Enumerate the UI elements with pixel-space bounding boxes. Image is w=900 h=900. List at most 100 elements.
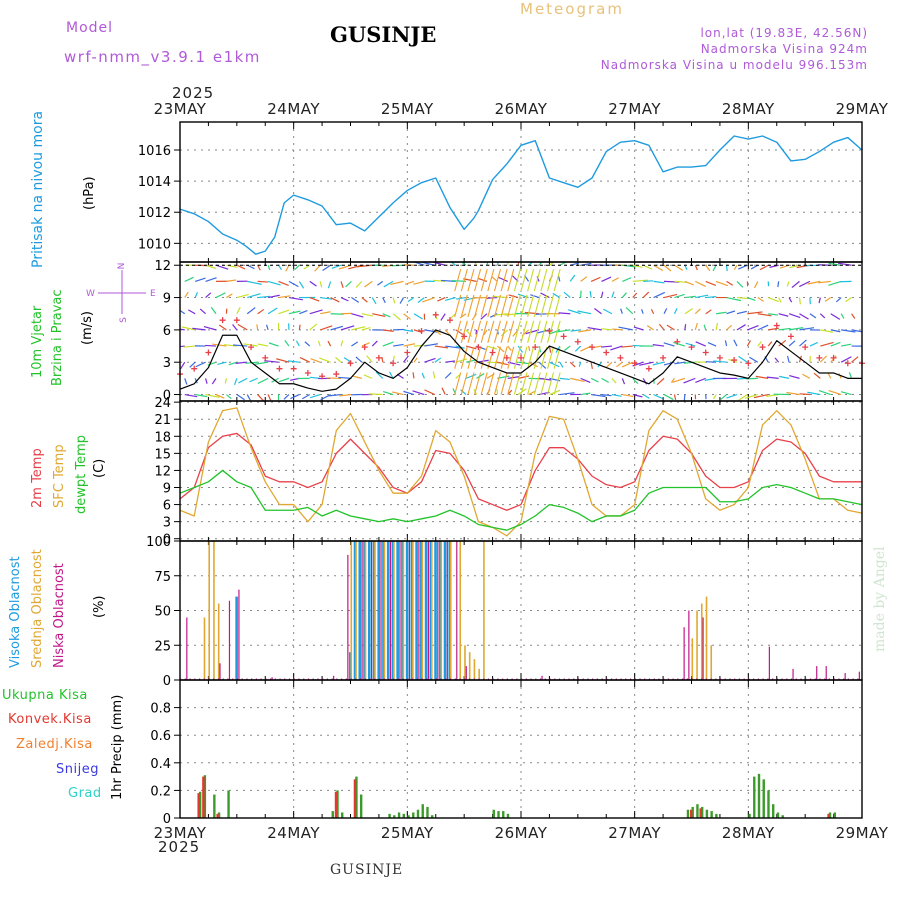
total-precip-bar xyxy=(217,812,221,818)
wind-barb xyxy=(672,377,686,383)
wind-barb xyxy=(798,297,801,305)
cloud-baseline-tick xyxy=(341,678,343,680)
wind-barb xyxy=(424,357,436,363)
gust-marker xyxy=(802,344,809,351)
gust-marker xyxy=(390,360,397,367)
total-precip-bar xyxy=(700,806,704,818)
cloud-baseline-tick xyxy=(748,678,750,680)
wind-barb-strong xyxy=(507,320,515,343)
cloud-baseline-tick xyxy=(705,678,707,680)
wind-barb xyxy=(807,280,821,285)
cloud-baseline-tick xyxy=(781,678,783,680)
wind-barb xyxy=(694,264,698,271)
cloud-baseline-tick xyxy=(473,678,475,680)
wind-barb xyxy=(256,324,259,330)
low-cloud-bar xyxy=(858,671,860,680)
compass-w: W xyxy=(86,289,95,299)
cloud-baseline-tick xyxy=(203,678,205,680)
cloud-baseline-tick xyxy=(686,678,688,680)
wind-barb xyxy=(578,362,582,367)
wind-barb xyxy=(695,341,706,347)
wind-barb xyxy=(497,276,508,282)
wind-barb-strong xyxy=(487,372,495,395)
wind-barb-strong xyxy=(480,372,488,395)
cloud-baseline-tick xyxy=(303,678,305,680)
y-tick-label: 1016 xyxy=(138,144,171,159)
cloud-baseline-tick xyxy=(246,678,248,680)
wind-barb xyxy=(625,307,634,315)
wind-barb xyxy=(715,280,729,287)
high-cloud-bar xyxy=(443,541,447,680)
wind-barb xyxy=(267,307,278,315)
wind-barb-strong xyxy=(500,268,508,292)
wind-barb xyxy=(568,309,581,315)
cloud-baseline-tick xyxy=(269,678,272,680)
wind-barb xyxy=(403,390,415,396)
wind-barb xyxy=(224,378,227,384)
wind-barb xyxy=(314,264,321,272)
wind-barb xyxy=(786,355,790,363)
wind-barb xyxy=(549,329,561,335)
low-cloud-bar xyxy=(271,677,273,680)
convective-precip-bar xyxy=(690,809,693,818)
low-cloud-bar xyxy=(380,541,382,680)
wind-barb xyxy=(192,327,206,331)
cloud-baseline-tick xyxy=(222,678,224,680)
high-cloud-bar xyxy=(448,541,452,680)
wind-barb xyxy=(403,343,416,347)
gust-marker xyxy=(304,369,311,376)
wind-barb xyxy=(845,297,852,303)
wind-barb xyxy=(496,345,505,353)
wind-barb xyxy=(223,344,237,347)
wind-barb xyxy=(301,394,311,400)
convective-precip-bar xyxy=(216,813,219,818)
wind-barb xyxy=(830,313,841,320)
wind-compass-icon: N S W E xyxy=(86,263,156,323)
wind-barb xyxy=(368,393,383,396)
wind-barb xyxy=(570,329,581,332)
mid-cloud-bar xyxy=(710,645,713,680)
cloud-baseline-tick xyxy=(184,678,186,680)
wind-barb xyxy=(749,356,759,363)
cloud-baseline-tick xyxy=(355,678,357,680)
wind-barb xyxy=(767,341,773,347)
wind-barb xyxy=(180,328,185,331)
cloud-baseline-tick xyxy=(696,678,698,680)
wind-barb xyxy=(372,313,386,317)
total-precip-bar xyxy=(776,812,780,818)
wind-barb-strong xyxy=(480,346,488,369)
wind-barb xyxy=(226,394,232,400)
wind-barb xyxy=(694,308,701,315)
low-cloud-bar xyxy=(816,666,818,680)
wind-barb xyxy=(653,264,664,271)
wind-barb xyxy=(188,309,196,315)
day-label-bottom: 25MAY xyxy=(381,824,434,842)
wind-barb xyxy=(455,329,464,336)
wind-barb-strong xyxy=(546,268,555,292)
wind-barb xyxy=(338,376,352,379)
compass-s: S xyxy=(119,317,129,323)
mid-cloud-bar xyxy=(696,610,698,680)
y-tick-label: 6 xyxy=(163,324,171,339)
wind-barb xyxy=(577,310,592,315)
wind-barb xyxy=(366,355,373,363)
wind-barb xyxy=(361,313,374,317)
wind-barb xyxy=(746,340,751,347)
cloud-baseline-tick xyxy=(724,678,726,680)
wind-barb xyxy=(268,342,279,347)
wind-barb xyxy=(392,313,401,321)
cloud-baseline-tick xyxy=(677,678,679,680)
cloud-baseline-tick xyxy=(251,678,253,680)
convective-label: Konvek.Kisa xyxy=(8,712,92,727)
wind-barb xyxy=(474,262,478,266)
mid-cloud-bar xyxy=(478,668,480,680)
wind-barb xyxy=(591,393,606,398)
wind-barb xyxy=(786,281,790,287)
cloud-baseline-tick xyxy=(639,678,641,680)
gust-marker xyxy=(418,327,425,334)
gust-marker xyxy=(205,349,212,356)
wind-barb-strong xyxy=(474,346,482,369)
snow-label: Snijeg xyxy=(56,762,99,777)
wind-barb-strong xyxy=(527,268,535,292)
total-precip-bar xyxy=(767,790,770,818)
